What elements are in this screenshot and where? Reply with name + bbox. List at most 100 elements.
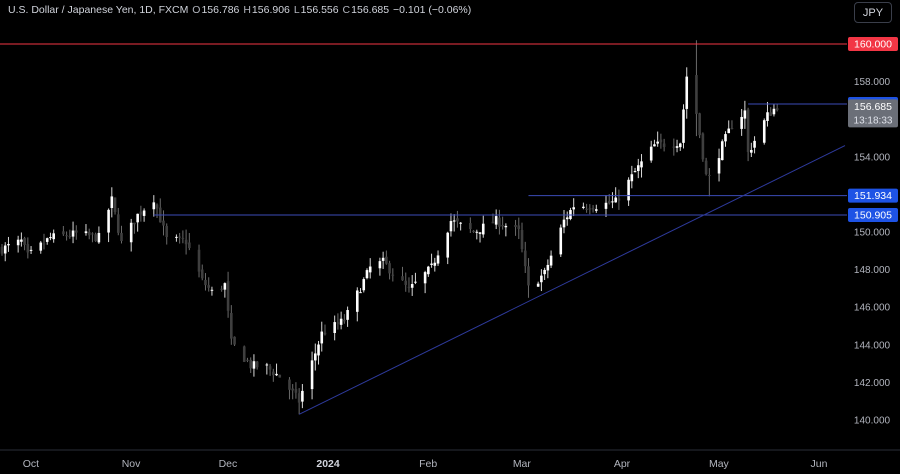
y-tick-label: 150.000 xyxy=(854,228,891,239)
candle-body xyxy=(62,231,65,235)
level-price-label-bg xyxy=(848,188,898,203)
x-tick-label: Feb xyxy=(419,458,437,470)
candle-body xyxy=(207,285,211,288)
candle-body xyxy=(662,143,666,147)
candle-body xyxy=(685,76,689,109)
candle-body xyxy=(278,374,282,378)
candle-body xyxy=(695,75,698,114)
close-label: C xyxy=(342,4,351,16)
candle-body xyxy=(514,225,517,227)
y-tick-label: 140.000 xyxy=(854,416,891,427)
candle-body xyxy=(110,196,114,209)
candle-body xyxy=(446,232,450,258)
y-tick-label: 144.000 xyxy=(854,340,891,351)
candle-body xyxy=(459,222,462,224)
y-tick-label: 146.000 xyxy=(854,303,891,314)
candle-body xyxy=(675,146,679,148)
currency-button[interactable]: JPY xyxy=(854,2,892,23)
candle-body xyxy=(478,232,482,234)
candle-body xyxy=(594,209,598,211)
x-tick-label: Mar xyxy=(513,458,532,470)
open-label: O xyxy=(192,4,201,16)
candle-body xyxy=(362,279,366,291)
candle-body xyxy=(427,266,430,275)
candle-body xyxy=(588,208,592,210)
candle-body xyxy=(139,211,143,215)
level-price-label: 150.905 xyxy=(854,209,892,221)
candle-body xyxy=(133,222,136,225)
candle-body xyxy=(230,312,233,339)
candle-body xyxy=(152,202,156,210)
candle-body xyxy=(469,223,472,230)
resistance-price-label-bg xyxy=(848,37,898,51)
y-tick-label: 158.000 xyxy=(854,77,891,88)
candle-body xyxy=(339,318,343,325)
candle-body xyxy=(614,197,617,203)
candle-body xyxy=(3,245,7,254)
candle-body xyxy=(401,276,404,281)
candle-body xyxy=(197,249,201,272)
candle-body xyxy=(7,244,10,246)
candle-body xyxy=(546,264,550,271)
candle-body xyxy=(582,206,585,208)
candle-body xyxy=(220,288,223,290)
candle-body xyxy=(766,112,769,121)
candle-body xyxy=(204,279,207,286)
candle-body xyxy=(701,133,705,160)
candle-body xyxy=(769,112,773,116)
candle-body xyxy=(0,246,4,254)
candle-body xyxy=(491,221,495,224)
candle-body xyxy=(87,232,91,236)
candle-body xyxy=(29,249,33,251)
candle-body xyxy=(523,250,527,267)
candle-body xyxy=(698,113,701,136)
candle-body xyxy=(772,108,776,115)
trend-line xyxy=(298,145,846,415)
candle-body xyxy=(640,161,643,168)
candle-body xyxy=(753,140,756,148)
candle-body xyxy=(436,255,440,264)
candle-body xyxy=(378,261,382,269)
countdown-label: 13:18:33 xyxy=(854,115,893,126)
candle-body xyxy=(320,331,324,344)
candle-body xyxy=(410,284,414,288)
candle-body xyxy=(336,322,340,324)
current-price-label-bg xyxy=(848,99,898,128)
candle-body xyxy=(504,225,508,228)
candle-body xyxy=(452,220,456,222)
candle-body xyxy=(294,389,298,393)
symbol-title: U.S. Dollar / Japanese Yen, 1D, FXCM xyxy=(8,4,189,16)
candle-body xyxy=(355,290,359,312)
current-price-label: 156.685 xyxy=(854,101,892,113)
candle-body xyxy=(456,218,459,222)
candle-body xyxy=(223,283,227,290)
candle-body xyxy=(633,171,637,173)
candle-body xyxy=(746,109,750,152)
candle-body xyxy=(210,289,214,291)
candle-body xyxy=(233,336,236,345)
candle-body xyxy=(656,141,659,144)
candle-body xyxy=(275,373,278,376)
candle-body xyxy=(501,225,504,227)
candle-body xyxy=(181,237,185,239)
candle-body xyxy=(317,344,320,356)
candle-body xyxy=(246,359,249,361)
candle-body xyxy=(559,227,563,255)
candle-body xyxy=(517,225,521,229)
candle-body xyxy=(310,360,314,390)
y-tick-label: 154.000 xyxy=(854,152,891,163)
candle-body xyxy=(288,379,291,390)
low-value: 156.556 xyxy=(300,4,339,16)
x-tick-label: 2024 xyxy=(316,458,340,470)
candle-body xyxy=(74,230,78,233)
candle-body xyxy=(549,255,553,266)
candle-body xyxy=(750,149,753,153)
candle-body xyxy=(323,332,327,335)
candle-body xyxy=(91,233,94,235)
candle-body xyxy=(142,210,146,216)
candle-body xyxy=(175,236,178,238)
candle-body xyxy=(346,310,349,320)
candle-body xyxy=(242,346,246,362)
candle-body xyxy=(708,174,711,176)
